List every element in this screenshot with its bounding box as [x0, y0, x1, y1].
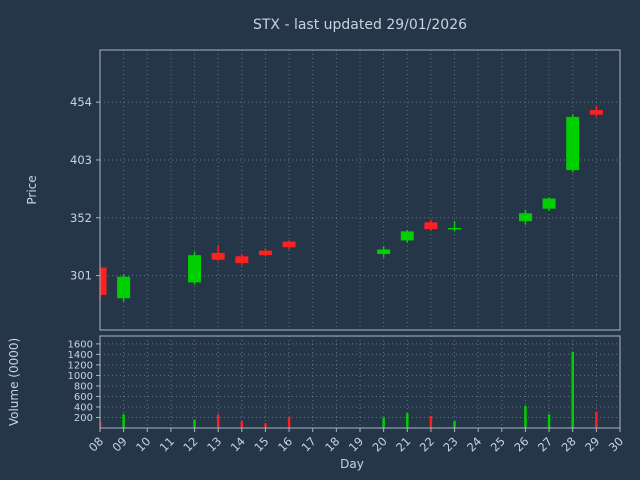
- volume-bar: [240, 421, 244, 428]
- candle-body: [542, 198, 556, 209]
- x-tick-label: 13: [204, 434, 224, 454]
- x-tick-label: 08: [86, 434, 106, 454]
- volume-tick-label: 400: [74, 402, 93, 413]
- volume-bars-group: [100, 351, 598, 428]
- candle-body: [211, 252, 225, 260]
- x-tick-label: 28: [559, 434, 579, 454]
- candles-group: [100, 105, 603, 302]
- x-tick-label: 27: [535, 434, 555, 454]
- price-axis-label: Price: [25, 175, 39, 204]
- candle-body: [518, 213, 532, 222]
- x-axis-label: Day: [340, 457, 364, 471]
- x-tick-label: 12: [180, 434, 200, 454]
- volume-bar: [547, 414, 551, 428]
- volume-tick-label: 1200: [68, 360, 93, 371]
- x-tick-label: 19: [346, 434, 366, 454]
- volume-bar: [382, 417, 385, 428]
- x-tick-label: 23: [440, 434, 460, 454]
- price-tick-label: 454: [70, 95, 92, 109]
- volume-panel-border: [99, 335, 621, 429]
- chart-title: STX - last updated 29/01/2026: [253, 17, 467, 33]
- candle-body: [566, 116, 580, 171]
- volume-bar: [122, 414, 125, 428]
- volume-bar: [193, 419, 196, 428]
- volume-tick-label: 600: [74, 392, 93, 403]
- x-tick-label: 11: [157, 434, 177, 454]
- volume-tick-label: 1000: [68, 371, 93, 382]
- x-tick-label: 29: [582, 434, 602, 454]
- volume-bar: [429, 415, 433, 428]
- volume-tick-label: 1400: [68, 350, 93, 361]
- x-tick-label: 26: [511, 434, 531, 454]
- x-tick-label: 17: [299, 434, 319, 454]
- candle-body: [100, 267, 107, 295]
- volume-bar: [571, 351, 574, 428]
- volume-tick-label: 200: [74, 413, 93, 424]
- volume-bar: [216, 414, 220, 428]
- volume-bar: [524, 405, 527, 428]
- plot-area: 301 352 403 454 2004006008001000120014001600…: [68, 49, 626, 454]
- x-tick-label: 25: [488, 434, 508, 454]
- x-tick-label: 24: [464, 434, 484, 454]
- candle-body: [188, 255, 202, 283]
- price-tick-label: 403: [70, 153, 92, 167]
- candle-body: [235, 256, 249, 264]
- x-tick-label: 30: [606, 434, 626, 454]
- x-tick-label: 20: [370, 434, 390, 454]
- price-tick-label: 301: [70, 269, 92, 283]
- volume-axis-label: Volume (0000): [7, 338, 21, 426]
- candle-body: [589, 110, 603, 115]
- x-tick-label: 18: [322, 434, 342, 454]
- candle-body: [424, 222, 438, 230]
- x-tick-label: 22: [417, 434, 437, 454]
- candle-body: [448, 227, 462, 230]
- candle-body: [400, 231, 414, 241]
- volume-bar: [287, 416, 291, 428]
- x-tick-label: 16: [275, 434, 295, 454]
- candle-body: [117, 276, 131, 299]
- volume-tick-label: 800: [74, 381, 93, 392]
- candle-body: [377, 249, 391, 255]
- volume-bar: [100, 422, 102, 428]
- x-tick-label: 15: [251, 434, 271, 454]
- volume-bar: [406, 413, 409, 428]
- volume-bar: [595, 411, 598, 428]
- candle-body: [258, 250, 272, 256]
- price-panel-border: [99, 49, 621, 331]
- x-tick-label: 10: [133, 434, 153, 454]
- price-tick-label: 352: [70, 211, 92, 225]
- volume-tick-label: 1600: [68, 339, 93, 350]
- x-tick-label: 21: [393, 434, 413, 454]
- x-tick-label: 14: [228, 434, 248, 454]
- volume-bar: [453, 421, 456, 428]
- candle-body: [282, 241, 296, 248]
- volume-bar: [264, 423, 267, 428]
- x-tick-label: 09: [110, 434, 130, 454]
